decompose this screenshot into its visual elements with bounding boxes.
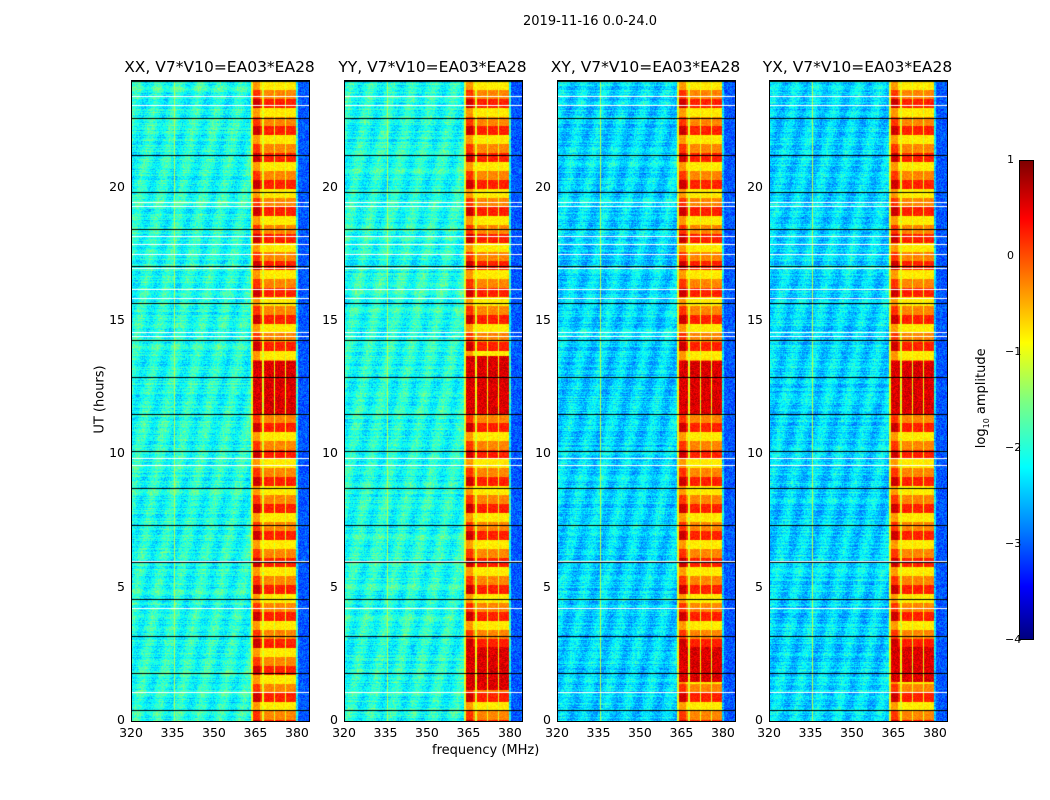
x-tick-label: 365	[243, 725, 268, 740]
colorbar	[1019, 160, 1034, 640]
x-axis-label: frequency (MHz)	[432, 743, 540, 758]
colorbar-label: log10 amplitude	[974, 331, 991, 466]
y-tick-label: 10	[322, 445, 338, 461]
waterfall-heatmap	[344, 80, 523, 722]
y-tick-label: 0	[543, 712, 551, 727]
y-tick-label: 20	[747, 178, 763, 194]
y-tick-label: 15	[109, 312, 125, 327]
colorbar-label-main: log	[974, 428, 990, 449]
y-tick-label: 0	[330, 712, 338, 727]
y-tick-label: 10	[109, 445, 125, 461]
y-tick-label: 5	[755, 578, 763, 594]
y-tick-label: 10	[535, 445, 551, 461]
waterfall-heatmap	[131, 80, 310, 722]
y-tick-label: 5	[543, 578, 551, 594]
x-tick-label: 380	[923, 725, 947, 740]
panel-title: XY, V7*V10=EA03*EA28	[550, 58, 741, 76]
y-tick-label: 5	[330, 578, 338, 594]
waterfall-heatmap	[557, 80, 736, 722]
x-tick-label: 365	[456, 725, 481, 740]
colorbar-tick-label: −4	[1005, 633, 1022, 646]
panel-title: XX, V7*V10=EA03*EA28	[124, 58, 315, 76]
x-tick-label: 350	[415, 725, 439, 740]
x-tick-label: 320	[332, 725, 356, 740]
x-tick-label: 365	[881, 725, 906, 740]
y-tick-label: 20	[535, 178, 551, 194]
waterfall-heatmap	[769, 80, 948, 722]
figure-title: 2019-11-16 0.0-24.0	[523, 14, 657, 29]
y-tick-label: 20	[109, 178, 125, 194]
x-tick-label: 350	[840, 725, 864, 740]
colorbar-tick-label: −2	[1005, 441, 1022, 454]
y-axis-label: UT (hours)	[92, 365, 108, 434]
colorbar-tick-label: −1	[1005, 345, 1022, 358]
colorbar-tick-label: 0	[1007, 249, 1014, 262]
y-tick-label: 15	[535, 312, 551, 327]
x-tick-label: 365	[669, 725, 694, 740]
x-tick-label: 350	[202, 725, 226, 740]
panel-title: YX, V7*V10=EA03*EA28	[762, 58, 953, 76]
colorbar-tick-label: −3	[1005, 537, 1022, 550]
x-tick-label: 380	[711, 725, 735, 740]
y-tick-label: 5	[117, 578, 125, 594]
colorbar-tick-label: 1	[1007, 153, 1014, 166]
x-tick-label: 350	[628, 725, 652, 740]
colorbar-label-sub: 10	[981, 418, 991, 429]
y-tick-label: 0	[117, 712, 125, 727]
x-tick-label: 320	[545, 725, 569, 740]
x-tick-label: 320	[119, 725, 143, 740]
y-tick-label: 15	[322, 312, 338, 327]
panel-title: YY, V7*V10=EA03*EA28	[338, 58, 527, 76]
x-tick-label: 335	[798, 725, 823, 740]
x-tick-label: 380	[285, 725, 309, 740]
x-tick-label: 335	[373, 725, 398, 740]
colorbar-label-rest: amplitude	[974, 348, 990, 419]
x-tick-label: 335	[160, 725, 185, 740]
y-tick-label: 10	[747, 445, 763, 461]
x-tick-label: 320	[757, 725, 781, 740]
x-tick-label: 335	[586, 725, 611, 740]
x-tick-label: 380	[498, 725, 522, 740]
y-tick-label: 20	[322, 178, 338, 194]
y-tick-label: 15	[747, 312, 763, 327]
y-tick-label: 0	[755, 712, 763, 727]
